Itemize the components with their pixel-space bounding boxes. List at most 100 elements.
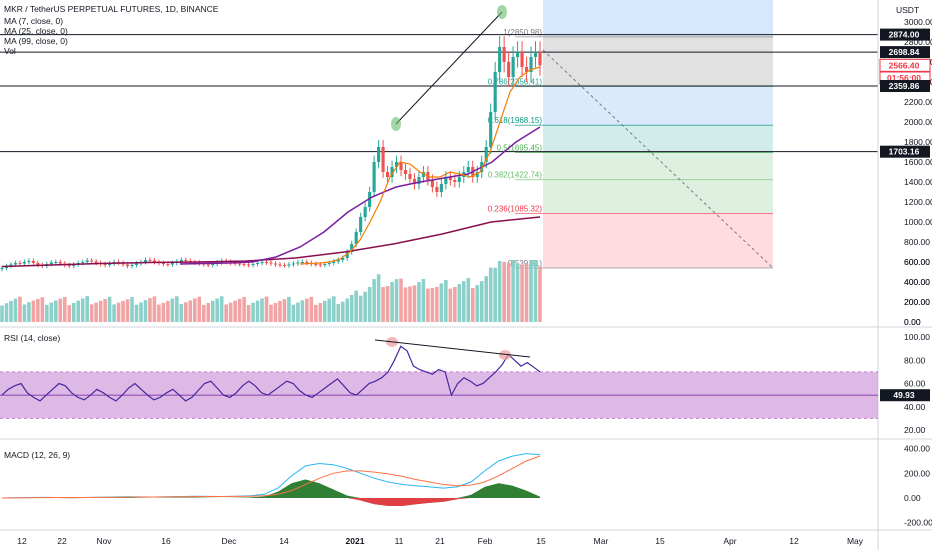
- volume-bar: [340, 301, 345, 322]
- candle-body: [85, 260, 89, 262]
- candle-body: [170, 263, 174, 265]
- candle-body: [327, 263, 331, 264]
- volume-bar: [54, 300, 58, 322]
- volume-bar: [488, 267, 493, 322]
- candle-body: [36, 263, 40, 265]
- candle-body: [529, 57, 533, 72]
- price-tag: [880, 28, 930, 41]
- volume-bar: [273, 302, 278, 322]
- rsi-tick-label: 100.00: [904, 332, 930, 342]
- candle-body: [255, 263, 260, 264]
- candle-body: [453, 180, 457, 182]
- candle-body: [54, 262, 58, 263]
- candle-body: [58, 262, 62, 264]
- position-tool[interactable]: [542, 0, 774, 269]
- marker-low: [391, 117, 401, 131]
- time-tick-label: 12: [17, 536, 27, 546]
- candle-body: [421, 172, 426, 177]
- volume-bar: [49, 302, 54, 322]
- candle-body: [260, 262, 264, 263]
- candle-body: [179, 260, 183, 262]
- candle-body: [412, 179, 417, 184]
- candle-body: [94, 261, 98, 263]
- volume-bar: [121, 300, 125, 322]
- volume-bar: [228, 302, 233, 322]
- rsi-divergence-line: [374, 339, 531, 358]
- candle-body: [103, 264, 107, 265]
- price-tick-label: 1400.00: [904, 177, 932, 187]
- volume-bar: [76, 300, 81, 322]
- volume-bar: [399, 278, 403, 322]
- candle-body: [524, 67, 529, 72]
- volume-bar: [502, 261, 506, 322]
- price-tag-label: 2698.84: [889, 47, 920, 57]
- volume-bar: [85, 296, 89, 322]
- volume-bar: [511, 260, 515, 322]
- candle-body: [238, 263, 242, 265]
- volume-bar: [201, 304, 206, 322]
- legend-entry[interactable]: MA (25, close, 0): [4, 26, 68, 36]
- candle-body: [130, 265, 134, 266]
- volume-bar: [98, 300, 103, 322]
- ma99-line: [1, 216, 541, 268]
- fib-level-label: 1(2850.98): [503, 28, 542, 37]
- volume-bar: [497, 260, 502, 322]
- candle-body: [394, 162, 399, 167]
- volume-bar: [385, 286, 390, 322]
- volume-bar: [67, 305, 72, 322]
- candle-body: [18, 263, 22, 264]
- volume-bar: [18, 296, 22, 322]
- price-tick-label: 3000.00: [904, 17, 932, 27]
- currency-label: USDT: [896, 5, 919, 15]
- volume-bar: [197, 296, 202, 322]
- candle-body: [350, 244, 354, 252]
- volume-bar: [421, 279, 426, 322]
- rsi-tick-label: 80.00: [904, 355, 926, 365]
- volume-bar: [444, 280, 448, 322]
- volume-bar: [4, 303, 9, 322]
- time-tick-label: Mar: [594, 536, 609, 546]
- candle-body: [372, 162, 376, 192]
- fib-level-label: 0.382(1422.74): [488, 171, 543, 180]
- volume-axis: 600.00 400.00 200.00 0.00: [904, 257, 930, 327]
- price-tag-label: 2359.86: [889, 81, 920, 91]
- volume-bar: [354, 290, 358, 322]
- trend-annotation[interactable]: [391, 5, 507, 131]
- legend-entry[interactable]: Vol: [4, 46, 16, 56]
- candle-body: [81, 262, 85, 263]
- volume-bar: [148, 298, 152, 322]
- stop-zone: [543, 213, 773, 268]
- candle-body: [484, 147, 488, 162]
- volume-bar: [515, 263, 520, 322]
- volume-bar: [179, 304, 184, 322]
- volume-bar: [188, 300, 193, 322]
- candle-body: [296, 262, 300, 264]
- candle-body: [242, 264, 246, 265]
- volume-bar: [31, 300, 36, 322]
- candle-body: [498, 47, 502, 72]
- macd-panel[interactable]: MACD (12, 26, 9): [1, 450, 541, 506]
- rsi-panel[interactable]: RSI (14, close): [0, 333, 878, 419]
- volume-bar: [331, 296, 336, 322]
- volume-bar: [27, 302, 31, 322]
- rsi-tick-label: 40.00: [904, 402, 926, 412]
- legend-entry[interactable]: MA (7, close, 0): [4, 16, 63, 26]
- time-axis[interactable]: 12 22 Nov 16 Dec 14 2021 11 21 Feb 15 Mar 15 Apr 12 May: [17, 536, 864, 546]
- candle-body: [264, 262, 269, 263]
- volume-bar: [215, 298, 219, 322]
- volume-bar: [80, 298, 85, 322]
- candle-body: [72, 264, 76, 266]
- volume-bar: [394, 279, 399, 322]
- moving-averages: [1, 66, 541, 268]
- horizontal-levels[interactable]: [0, 34, 878, 153]
- volume-bar: [363, 291, 367, 322]
- candle-body: [493, 72, 497, 112]
- legend[interactable]: MA (7, close, 0)MA (25, close, 0)MA (99,…: [4, 16, 68, 56]
- price-tick-label: 600.00: [904, 257, 930, 267]
- fib-level-label: 0.5(1695.45): [497, 143, 543, 152]
- volume-bar: [336, 304, 341, 322]
- legend-entry[interactable]: MA (99, close, 0): [4, 36, 68, 46]
- time-tick-label: 16: [161, 536, 171, 546]
- candle-body: [161, 263, 165, 264]
- price-tag-label: 1703.16: [889, 147, 920, 157]
